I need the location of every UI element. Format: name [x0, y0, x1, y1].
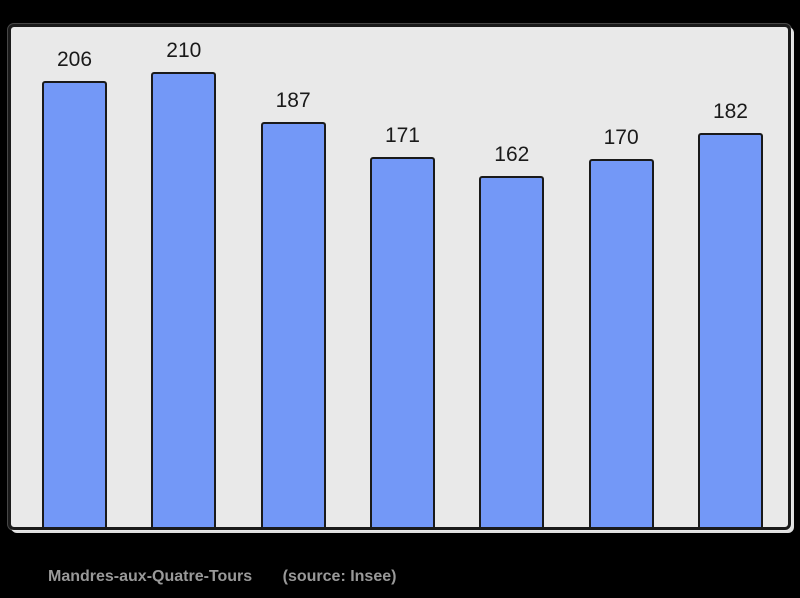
bar-value-label: 171: [384, 123, 420, 147]
bar-group: 170: [588, 125, 654, 527]
chart-source-note: (source: Insee): [282, 568, 397, 585]
bar-value-label: 170: [603, 125, 639, 149]
bar: [42, 81, 107, 527]
bar-group: 171: [369, 123, 435, 527]
bar: [151, 72, 217, 527]
bar-group: 182: [697, 99, 763, 527]
bar: [697, 133, 763, 527]
chart-title: Mandres-aux-Quatre-Tours: [48, 568, 253, 585]
bar-value-label: 187: [275, 88, 311, 112]
chart-frame: 206 210 187 171 162 170 182: [8, 24, 791, 530]
bar-group: 162: [479, 142, 545, 527]
bar-value-label: 162: [494, 142, 530, 166]
bars-row: 206 210 187 171 162 170 182: [11, 27, 788, 527]
bar: [369, 157, 435, 527]
bar-group: 187: [260, 88, 326, 527]
chart-caption: Mandres-aux-Quatre-Tours (source: Insee): [48, 568, 396, 586]
bar-group: 206: [42, 48, 107, 527]
bar-group: 210: [151, 38, 217, 527]
bar: [479, 176, 545, 527]
bar-value-label: 210: [166, 38, 202, 62]
bar: [260, 122, 326, 527]
bar: [588, 159, 654, 527]
bar-value-label: 182: [712, 99, 748, 123]
bar-value-label: 206: [56, 47, 93, 71]
